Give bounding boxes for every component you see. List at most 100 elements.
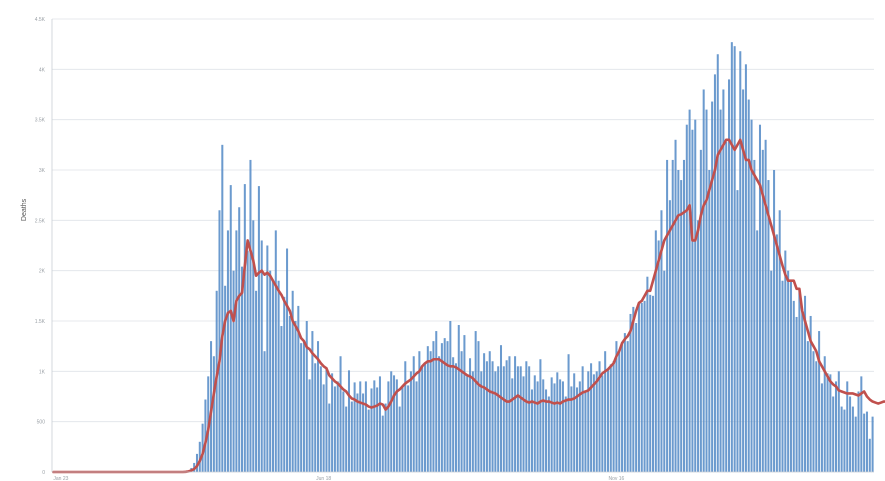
bar (629, 313, 632, 472)
bar (702, 89, 705, 472)
bar (767, 180, 770, 473)
bar (575, 387, 579, 472)
bar (606, 369, 609, 472)
bar (553, 383, 556, 472)
bar (761, 149, 764, 472)
bar (815, 361, 818, 472)
bar (387, 381, 390, 472)
bar (466, 376, 469, 472)
bar (567, 354, 570, 472)
bar (432, 341, 435, 472)
bar (632, 306, 635, 472)
bar (784, 250, 787, 472)
bar (612, 361, 615, 472)
bar (728, 79, 731, 473)
bar (415, 381, 418, 472)
bar (564, 396, 567, 472)
bar (598, 361, 601, 472)
bar (252, 220, 255, 472)
bar (592, 374, 595, 472)
bar (818, 331, 821, 472)
bar (781, 280, 784, 472)
bar (764, 139, 767, 473)
bar (508, 356, 511, 472)
bar (778, 210, 781, 472)
bar (843, 409, 846, 472)
bar (545, 389, 548, 472)
axes: 0 500 1K 1.5K 2K 2.5K 3K 3.5K 4K 4.5K Jan 23 Jun 18… (35, 17, 874, 481)
bar (511, 378, 514, 472)
bar (663, 270, 666, 472)
bar (243, 184, 246, 473)
bar (249, 159, 252, 472)
bar (342, 391, 345, 472)
bar (429, 351, 432, 472)
bar (477, 341, 480, 472)
y-tick-label: 0 (42, 470, 45, 476)
y-tick-label: 1.5K (35, 319, 46, 325)
bar (401, 386, 404, 472)
bar (291, 290, 294, 472)
bar (235, 230, 238, 472)
bar (314, 363, 317, 472)
bar (485, 361, 488, 472)
bar (305, 321, 308, 472)
bar (556, 372, 559, 472)
bar (812, 351, 815, 472)
bar (854, 416, 857, 472)
bar (356, 393, 359, 472)
bar (626, 341, 629, 472)
bar (440, 343, 443, 472)
bar (747, 99, 750, 473)
bar (615, 341, 618, 472)
bar (770, 270, 773, 472)
y-tick-label: 2K (39, 269, 46, 275)
bar (643, 300, 646, 472)
bar (491, 361, 494, 472)
bar (536, 381, 539, 472)
bar (542, 379, 545, 472)
bar (581, 366, 584, 472)
y-axis-title: Deaths (21, 198, 28, 221)
bar (195, 453, 198, 472)
bar (350, 401, 353, 472)
bar (795, 316, 798, 472)
bar (367, 409, 370, 472)
gridlines (52, 18, 874, 423)
bar (809, 315, 812, 472)
bar (322, 384, 325, 472)
bar (438, 356, 441, 472)
bar (756, 230, 759, 472)
bar (474, 331, 477, 472)
bar (257, 186, 260, 472)
bar (837, 371, 840, 472)
bar (469, 358, 472, 472)
bar (539, 359, 542, 472)
bar (505, 360, 508, 472)
bar (246, 250, 249, 472)
bar (688, 109, 691, 472)
y-tick-label: 2.5K (35, 218, 46, 224)
bar (347, 370, 351, 472)
bar (530, 389, 533, 472)
bar (660, 210, 663, 472)
bar (390, 371, 393, 472)
bar (302, 341, 305, 472)
bar (708, 170, 711, 472)
bar (671, 159, 674, 472)
bar (443, 338, 446, 472)
bar (514, 356, 517, 472)
bar (336, 381, 339, 472)
bar (274, 230, 277, 472)
bar (798, 290, 801, 472)
y-tick-label: 3K (39, 168, 46, 174)
bar (713, 74, 716, 472)
bar (773, 170, 776, 472)
bar (801, 310, 804, 472)
bar (742, 89, 745, 472)
bar (435, 331, 438, 472)
bar (570, 386, 573, 472)
bar (381, 415, 384, 472)
bar (697, 220, 700, 472)
bar (255, 290, 258, 472)
